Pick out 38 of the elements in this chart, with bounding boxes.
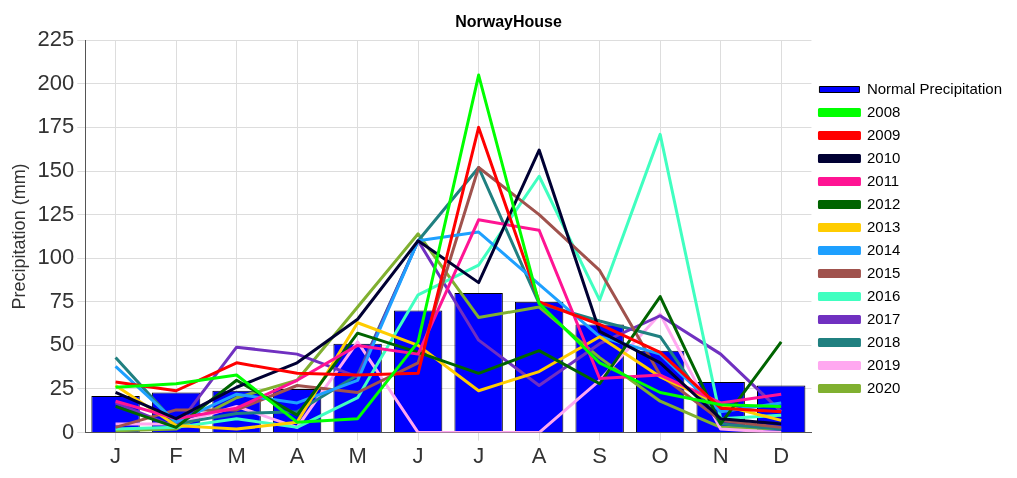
legend-label: 2017 bbox=[866, 309, 901, 327]
y-tick-label: 175 bbox=[37, 113, 75, 139]
legend-label: 2009 bbox=[866, 125, 901, 143]
x-tick-label: M bbox=[348, 442, 367, 468]
x-tick-label: J bbox=[110, 442, 122, 468]
y-tick-label: 200 bbox=[37, 69, 75, 95]
legend-label: 2015 bbox=[866, 263, 901, 281]
x-tick-label: A bbox=[289, 442, 305, 468]
x-tick-label: J bbox=[412, 442, 424, 468]
legend-label: 2018 bbox=[866, 332, 901, 350]
x-tick-label: D bbox=[773, 442, 790, 468]
y-tick-label: 225 bbox=[37, 26, 75, 52]
x-tick-label: O bbox=[651, 442, 669, 468]
legend-label: 2019 bbox=[866, 355, 901, 373]
legend-label: 2012 bbox=[866, 194, 901, 212]
y-tick-label: 125 bbox=[37, 200, 75, 226]
legend-label: 2013 bbox=[866, 217, 901, 235]
chart-title: NorwayHouse bbox=[455, 13, 562, 31]
y-tick-label: 150 bbox=[37, 157, 75, 183]
x-tick-label: M bbox=[227, 442, 246, 468]
legend-label: 2010 bbox=[866, 148, 901, 166]
legend-label: 2011 bbox=[866, 171, 900, 189]
legend-label: 2016 bbox=[866, 286, 901, 304]
y-tick-label: 100 bbox=[37, 244, 75, 270]
y-tick-label: 25 bbox=[49, 375, 75, 401]
y-tick-label: 50 bbox=[49, 331, 75, 357]
x-tick-label: N bbox=[712, 442, 729, 468]
y-axis-title: Precipitation (mm) bbox=[8, 163, 29, 310]
legend-label: 2014 bbox=[866, 240, 901, 258]
y-tick-label: 75 bbox=[49, 287, 75, 313]
x-tick-label: S bbox=[592, 442, 607, 468]
x-tick-label: J bbox=[473, 442, 485, 468]
x-tick-label: A bbox=[531, 442, 547, 468]
legend-label: Normal Precipitation bbox=[866, 79, 1003, 97]
legend-label: 2020 bbox=[866, 378, 901, 396]
legend-label: 2008 bbox=[866, 102, 901, 120]
y-tick-label: 0 bbox=[62, 418, 75, 444]
x-tick-label: F bbox=[169, 442, 183, 468]
